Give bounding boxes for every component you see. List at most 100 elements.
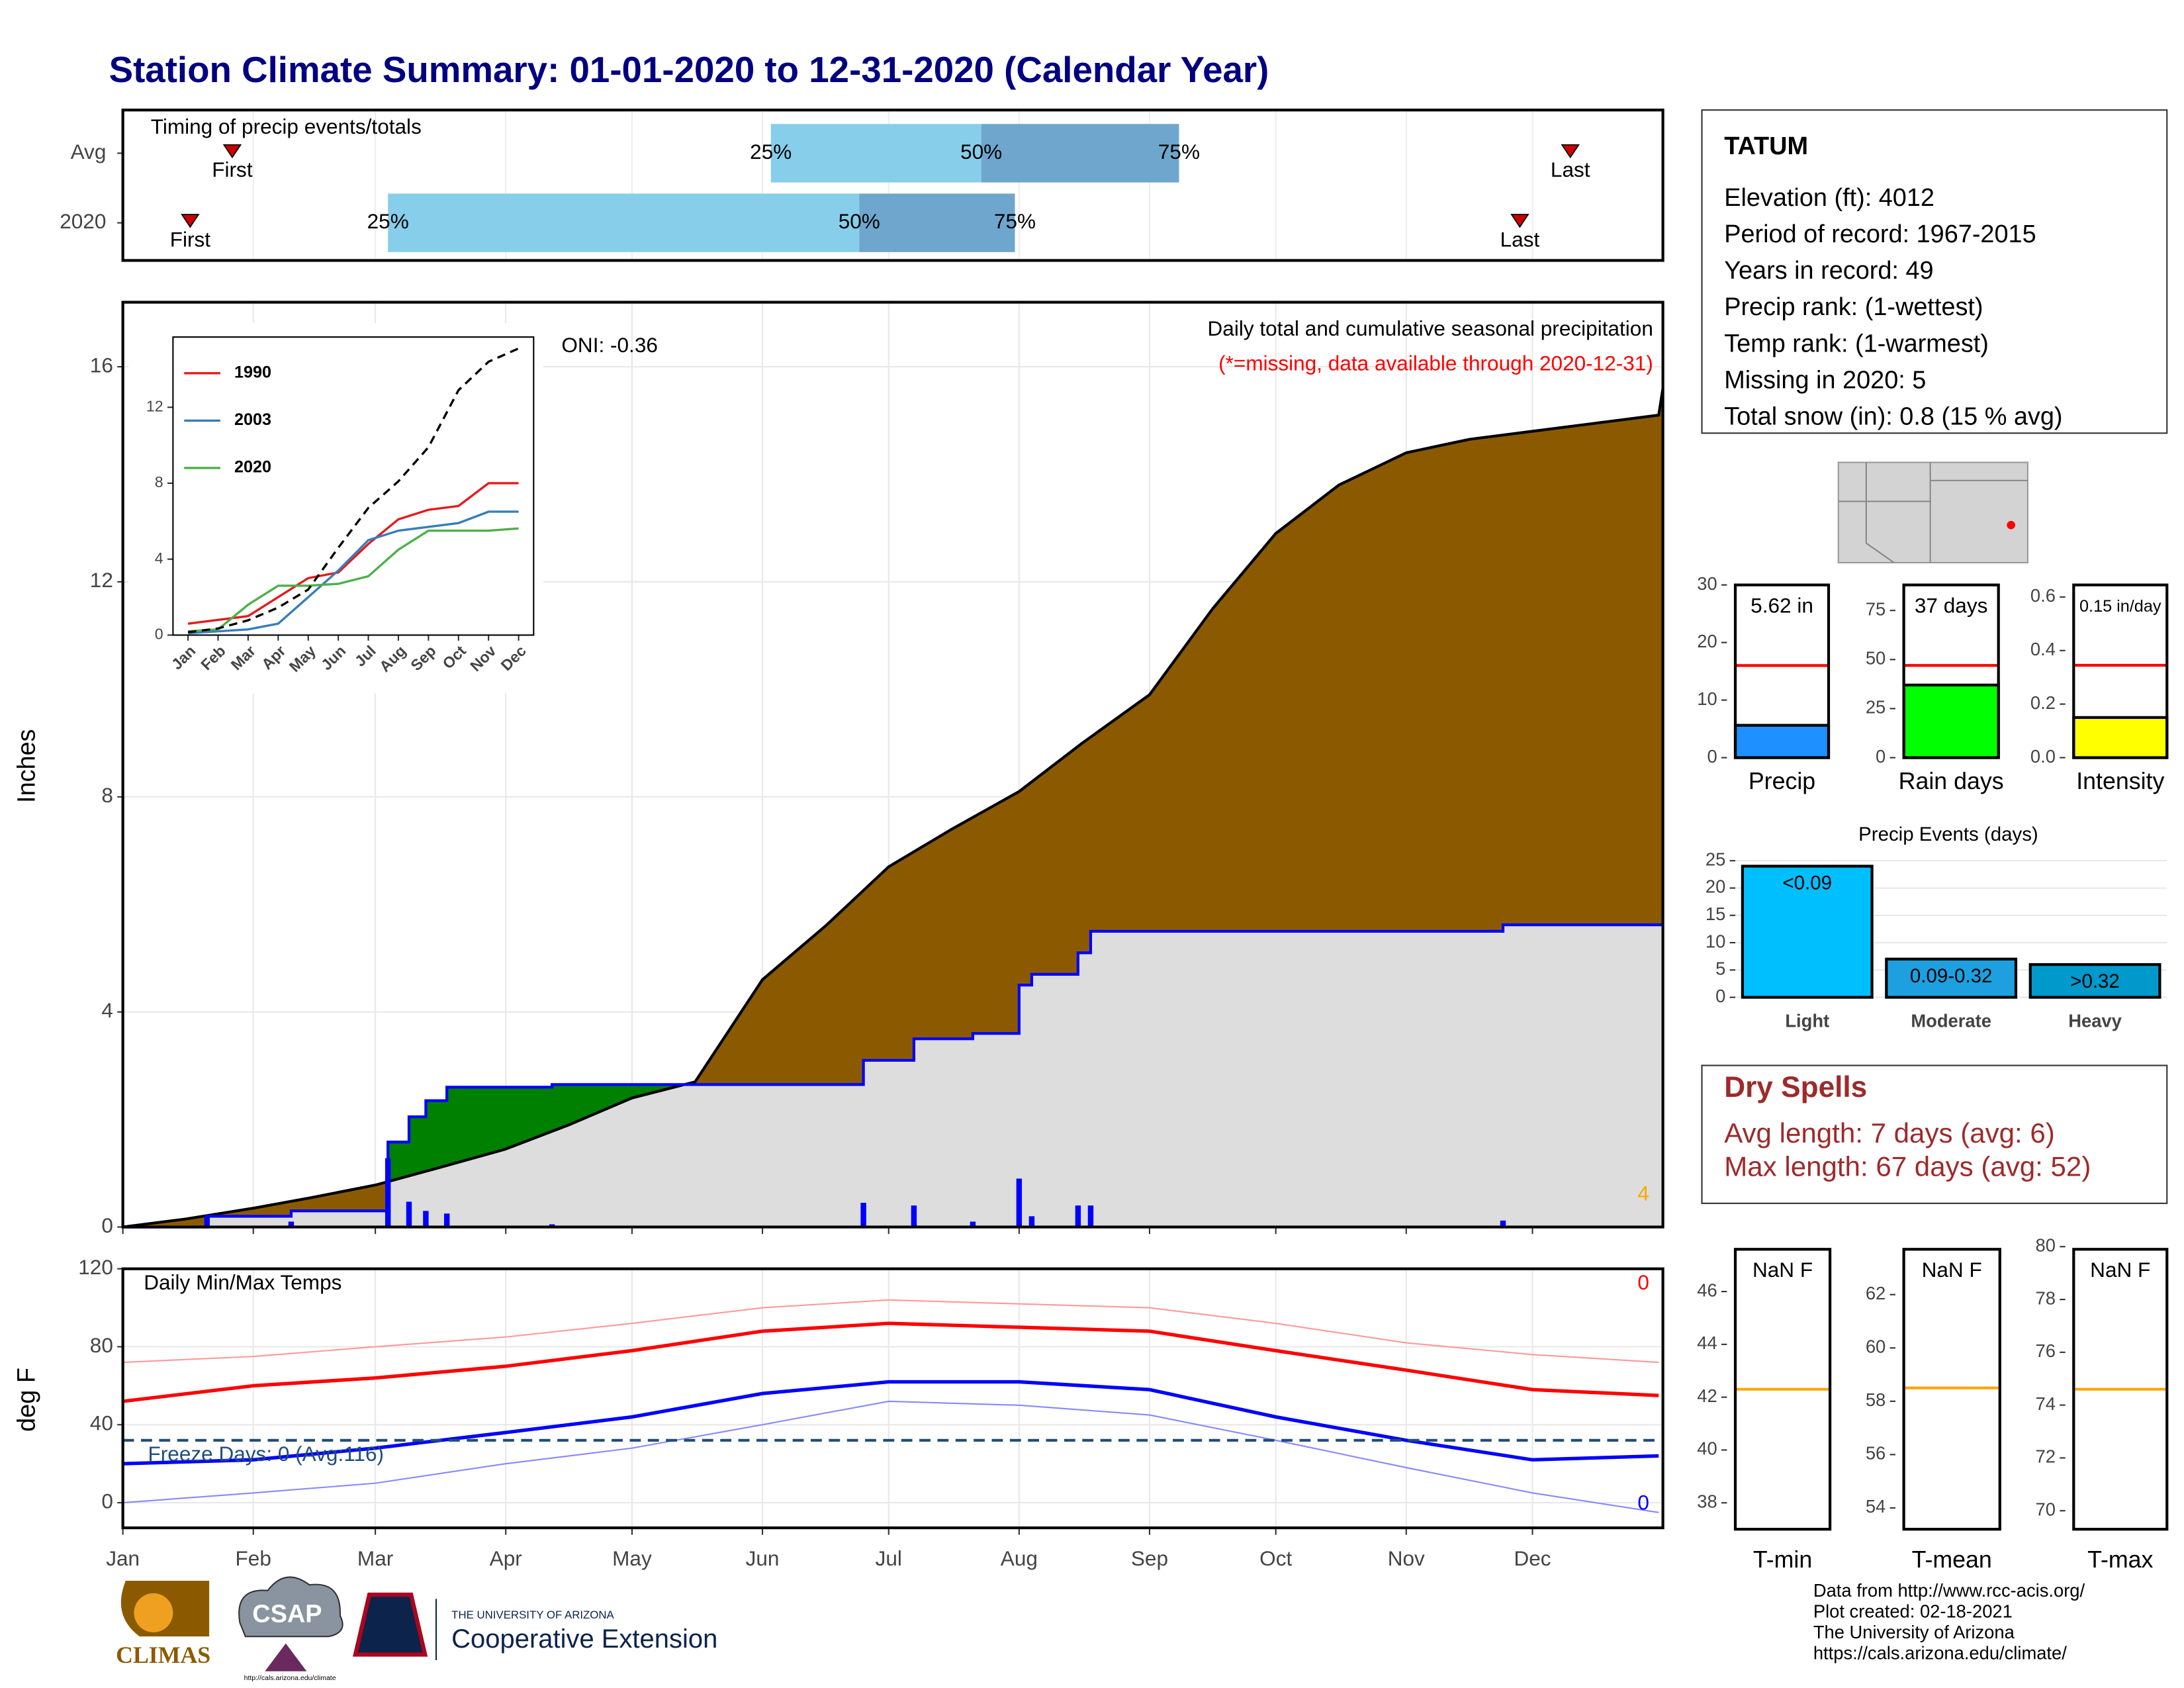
station-box — [1701, 109, 2168, 434]
y-tick-label: 54 — [1866, 1496, 1886, 1517]
record-low-count: 0 — [1637, 1491, 1649, 1515]
bar — [2028, 962, 2161, 999]
map-borders — [1865, 501, 1895, 563]
panel-border — [2072, 583, 2169, 759]
station-info: Years in record: 49 — [1724, 257, 1933, 285]
x-axis-label: Intensity — [2076, 768, 2164, 794]
category-label: 2020 — [60, 209, 106, 233]
x-tick-label: Jul — [876, 1546, 902, 1570]
daily-bar — [1075, 1205, 1081, 1227]
y-tick-label: 40 — [1697, 1438, 1717, 1459]
inset-bg — [128, 323, 544, 694]
quartile-label: 50% — [839, 209, 880, 233]
y-tick-label: 56 — [1866, 1443, 1886, 1464]
panel-border — [2072, 1248, 2169, 1531]
daily-bar — [1016, 1178, 1023, 1227]
x-tick-label: Dec — [1514, 1546, 1551, 1570]
marker-label: First — [212, 158, 253, 181]
location-map — [1837, 461, 2028, 564]
temp-line — [122, 1380, 1659, 1466]
quartile-bar — [388, 193, 860, 252]
daily-bar — [443, 1213, 450, 1227]
y-tick-label: 40 — [90, 1411, 113, 1435]
dry-spells-title: Dry Spells — [1724, 1071, 1867, 1103]
station-info: Elevation (ft): 4012 — [1724, 184, 1934, 212]
extension-text: Cooperative Extension — [451, 1624, 717, 1654]
y-tick-label: 30 — [1697, 573, 1717, 594]
quartile-label: 75% — [994, 209, 1036, 233]
climas-text: CLIMAS — [116, 1642, 210, 1668]
bar — [1741, 865, 1874, 999]
daily-bar — [860, 1203, 866, 1227]
y-tick-label: 0 — [1876, 746, 1886, 767]
dry-spells-info: Avg length: 7 days (avg: 6) — [1724, 1117, 2055, 1149]
y-tick-label: 75 — [1866, 598, 1886, 619]
y-tick-label: 76 — [2036, 1340, 2056, 1361]
freeze-label: Freeze Days: 0 (Avg:116) — [148, 1442, 385, 1466]
y-tick-label: 20 — [1697, 631, 1717, 651]
y-tick-label: 0.2 — [2030, 692, 2056, 713]
daily-bar — [204, 1216, 210, 1227]
event-marker — [1510, 214, 1529, 228]
x-tick-label: Nov — [1388, 1546, 1425, 1570]
x-tick-label: Oct — [1259, 1546, 1292, 1570]
chart-subtitle: (*=missing, data available through 2020-… — [1218, 352, 1653, 375]
y-tick-label: 16 — [90, 353, 113, 377]
chart-title: Precip Events (days) — [1858, 823, 2038, 845]
logos — [120, 1576, 437, 1671]
footer-line: Data from http://www.rcc-acis.org/ — [1813, 1580, 2085, 1601]
threshold-label: 0.09-0.32 — [1910, 965, 1992, 987]
y-tick-label: 0 — [155, 626, 163, 643]
y-tick-label: 25 — [1866, 697, 1886, 718]
y-tick-label: 15 — [1706, 904, 1725, 924]
y-tick-label: 44 — [1697, 1333, 1717, 1353]
x-axis-label: T-min — [1753, 1546, 1812, 1573]
y-tick-label: 0 — [1715, 986, 1725, 1006]
y-tick-label: 0 — [101, 1213, 113, 1237]
y-tick-label: 20 — [1706, 876, 1725, 897]
x-tick-label: Moderate — [1911, 1011, 1991, 1031]
timing-title: Timing of precip events/totals — [151, 115, 422, 138]
footer-line: https://cals.arizona.edu/climate/ — [1813, 1643, 2067, 1664]
chart-title: Daily total and cumulative seasonal prec… — [1208, 316, 1653, 340]
x-tick-label: Jan — [106, 1546, 140, 1570]
x-tick-label: Sep — [1131, 1546, 1168, 1570]
series-line — [187, 527, 519, 633]
x-tick-label: Aug — [1001, 1546, 1038, 1570]
threshold-label: >0.32 — [2070, 970, 2120, 992]
panel-border — [1902, 583, 2000, 759]
daily-bar — [1500, 1220, 1506, 1227]
y-tick-label: 0.4 — [2030, 639, 2056, 659]
dry-spells-box — [1701, 1064, 2168, 1204]
daily-bar — [911, 1205, 917, 1227]
quartile-label: 25% — [750, 140, 792, 164]
y-tick-label: 0 — [101, 1489, 113, 1513]
y-tick-label: 4 — [155, 549, 163, 567]
quartile-label: 75% — [1158, 140, 1200, 164]
x-tick-label: Heavy — [2068, 1011, 2122, 1031]
y-tick-label: 80 — [90, 1333, 113, 1357]
station-info: Temp rank: (1-warmest) — [1724, 330, 1989, 357]
bar — [1885, 957, 2018, 999]
area-below — [122, 925, 1663, 1227]
station-dot — [2007, 520, 2015, 530]
csap-cloud — [238, 1576, 343, 1638]
daily-bar — [1087, 1205, 1094, 1227]
y-tick-label: 12 — [146, 397, 163, 414]
station-info: Period of record: 1967-2015 — [1724, 220, 2036, 248]
x-tick-label: Light — [1785, 1011, 1829, 1031]
y-tick-label: 25 — [1706, 849, 1725, 869]
ua-logo — [353, 1592, 428, 1657]
y-tick-label: 38 — [1697, 1491, 1717, 1511]
page-title: Station Climate Summary: 01-01-2020 to 1… — [109, 49, 1269, 90]
value-label: 5.62 in — [1751, 594, 1813, 618]
daily-bar — [385, 1158, 391, 1227]
y-tick-label: 8 — [155, 473, 163, 491]
csap-url: http://cals.arizona.edu/climate — [244, 1674, 336, 1682]
y-tick-label: 62 — [1866, 1283, 1886, 1303]
y-tick-label: 60 — [1866, 1336, 1886, 1356]
y-tick-label: 72 — [2036, 1446, 2056, 1467]
daily-bar — [970, 1221, 976, 1227]
temp-line — [122, 1321, 1659, 1403]
